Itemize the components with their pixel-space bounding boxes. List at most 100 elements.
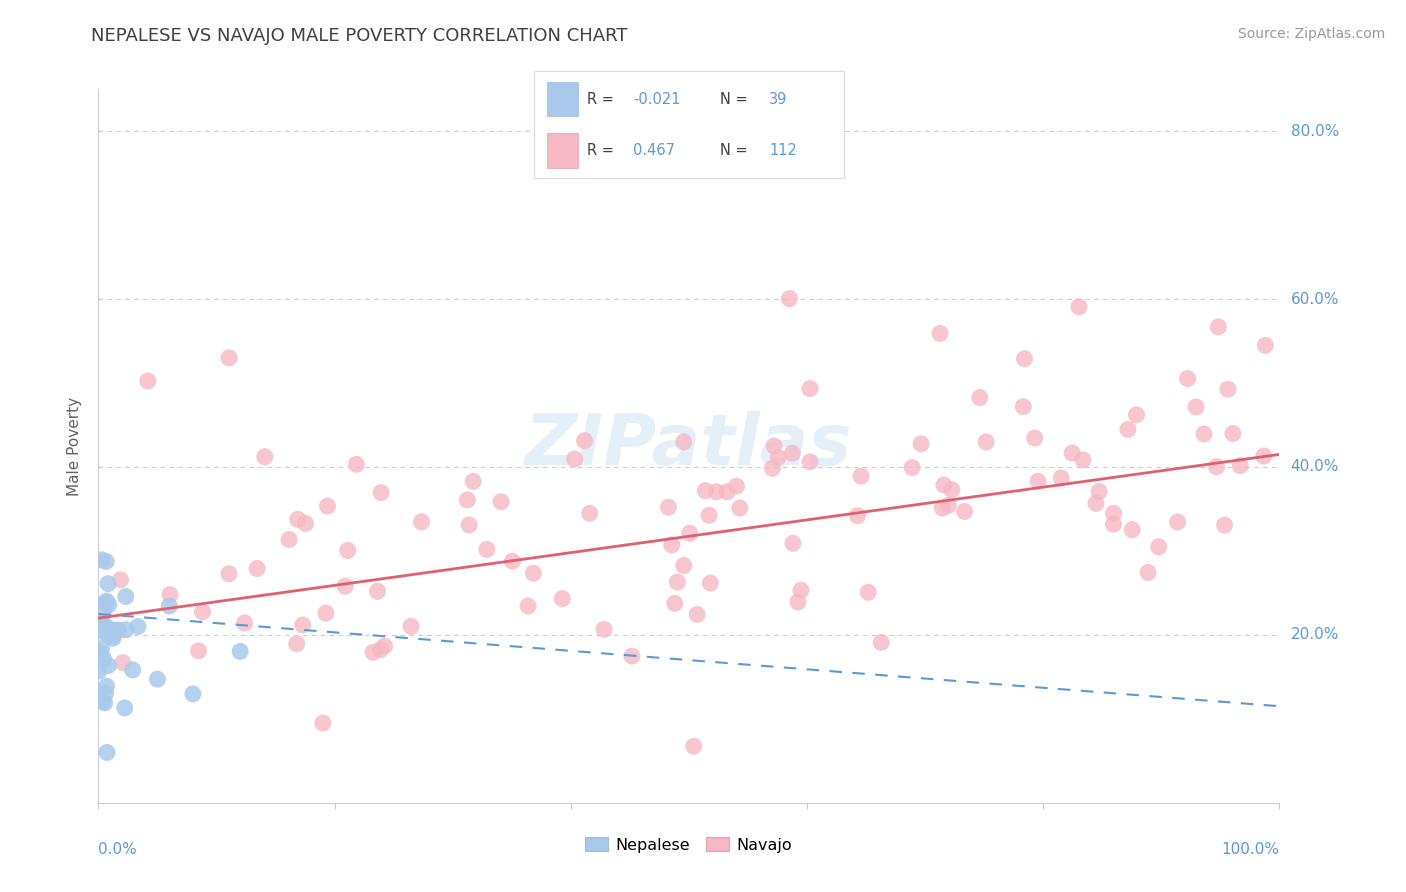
Text: 0.0%: 0.0% — [98, 842, 138, 857]
Point — [181, 687, 204, 701]
Text: NEPALESE VS NAVAJO MALE POVERTY CORRELATION CHART: NEPALESE VS NAVAJO MALE POVERTY CORRELAT… — [91, 27, 628, 45]
Point — [1222, 426, 1244, 441]
Point — [762, 439, 785, 453]
Point — [90, 616, 112, 631]
Point — [229, 644, 252, 658]
Point — [799, 382, 821, 396]
Point — [782, 446, 804, 460]
Point — [97, 598, 120, 612]
Point — [941, 483, 963, 497]
Point — [761, 461, 783, 475]
Point — [96, 620, 118, 634]
Point — [1088, 484, 1111, 499]
Bar — [547, 82, 578, 116]
Point — [1192, 427, 1215, 442]
Point — [187, 644, 209, 658]
Point — [370, 485, 392, 500]
Point — [787, 595, 810, 609]
Point — [938, 499, 960, 513]
Point — [96, 746, 118, 760]
Point — [114, 590, 136, 604]
Point — [253, 450, 276, 464]
Point — [679, 526, 702, 541]
Point — [87, 691, 110, 706]
Point — [686, 607, 709, 622]
Point — [1067, 300, 1090, 314]
Point — [799, 455, 821, 469]
Point — [233, 615, 256, 630]
Point — [716, 484, 738, 499]
Point — [191, 605, 214, 619]
Point — [725, 479, 748, 493]
Point — [574, 434, 596, 448]
Point — [501, 554, 523, 568]
Point — [1206, 319, 1229, 334]
Text: ZIPatlas: ZIPatlas — [526, 411, 852, 481]
Point — [728, 501, 751, 516]
Point — [551, 591, 574, 606]
Point — [97, 576, 120, 591]
Point — [1014, 351, 1036, 366]
Point — [974, 435, 997, 450]
Point — [593, 623, 616, 637]
Point — [107, 623, 129, 637]
Point — [682, 739, 704, 754]
Point — [706, 484, 728, 499]
Point — [121, 663, 143, 677]
Point — [97, 628, 120, 642]
Point — [672, 558, 695, 573]
Point — [361, 645, 384, 659]
Point — [1254, 338, 1277, 352]
Point — [287, 512, 309, 526]
Point — [101, 623, 124, 637]
Point — [901, 460, 924, 475]
Point — [278, 533, 301, 547]
Point — [344, 458, 367, 472]
Point — [1205, 459, 1227, 474]
Text: N =: N = — [720, 92, 752, 107]
Point — [89, 648, 111, 662]
Point — [294, 516, 316, 531]
Point — [96, 554, 118, 568]
Point — [910, 437, 932, 451]
Point — [1216, 382, 1239, 396]
Point — [953, 504, 976, 518]
Point — [657, 500, 679, 515]
Point — [366, 584, 388, 599]
Point — [90, 553, 112, 567]
Point — [456, 492, 478, 507]
Point — [159, 588, 181, 602]
Point — [1062, 446, 1084, 460]
Point — [1012, 400, 1035, 414]
Point — [157, 599, 180, 613]
Point — [1102, 506, 1125, 520]
Point — [1137, 566, 1160, 580]
Point — [114, 701, 136, 715]
Point — [127, 619, 149, 633]
Point — [1116, 422, 1139, 436]
Point — [111, 656, 134, 670]
Point — [91, 616, 114, 631]
Point — [790, 583, 813, 598]
Point — [1071, 453, 1094, 467]
Point — [522, 566, 544, 581]
Text: 80.0%: 80.0% — [1291, 124, 1339, 138]
Point — [517, 599, 540, 613]
Text: 100.0%: 100.0% — [1222, 842, 1279, 857]
Text: 20.0%: 20.0% — [1291, 627, 1339, 642]
Point — [96, 679, 118, 693]
Point — [1229, 458, 1251, 473]
Point — [87, 615, 110, 630]
Point — [146, 672, 169, 686]
Point — [664, 596, 686, 610]
Point — [475, 542, 498, 557]
Text: 112: 112 — [769, 143, 797, 158]
Point — [1125, 408, 1147, 422]
Point — [87, 645, 110, 659]
Point — [110, 573, 132, 587]
Point — [1167, 515, 1189, 529]
Point — [91, 694, 114, 708]
Text: 40.0%: 40.0% — [1291, 459, 1339, 475]
Point — [136, 374, 159, 388]
Point — [929, 326, 952, 341]
